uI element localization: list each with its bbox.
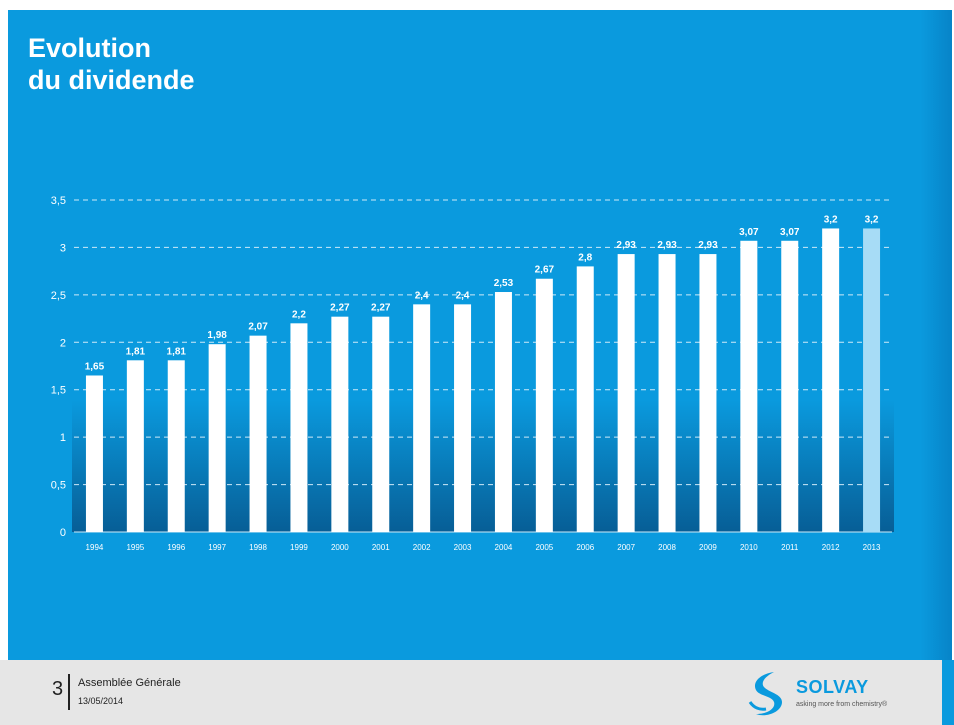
bar <box>167 360 185 532</box>
bar-value-label: 1,98 <box>207 330 227 341</box>
x-tick-label: 2007 <box>617 543 635 552</box>
bar <box>699 254 717 532</box>
bar-value-label: 2,27 <box>330 303 350 314</box>
bar-value-label: 3,07 <box>780 227 800 238</box>
footer: 3 Assemblée Générale 13/05/2014 SOLVAY a… <box>0 660 954 725</box>
bar-value-label: 2,4 <box>415 290 429 301</box>
x-tick-label: 1994 <box>86 543 104 552</box>
y-tick-label: 2,5 <box>51 290 66 302</box>
x-tick-label: 1997 <box>208 543 226 552</box>
y-tick-label: 1,5 <box>51 385 66 397</box>
bar <box>822 228 840 532</box>
bar <box>249 335 267 532</box>
bar-value-label: 2,93 <box>657 240 677 251</box>
x-tick-label: 1996 <box>167 543 185 552</box>
x-tick-label: 2013 <box>863 543 881 552</box>
y-tick-label: 0,5 <box>51 480 66 492</box>
bar <box>413 304 431 532</box>
bar <box>535 278 553 532</box>
x-tick-label: 2010 <box>740 543 758 552</box>
title-line-1: Evolution <box>28 33 151 63</box>
bar-value-label: 1,81 <box>126 346 146 357</box>
bar-value-label: 3,2 <box>865 214 879 225</box>
bar-value-label: 2,07 <box>248 322 268 333</box>
footer-divider <box>68 674 70 710</box>
bar <box>290 323 308 532</box>
x-tick-label: 2012 <box>822 543 840 552</box>
x-tick-label: 2001 <box>372 543 390 552</box>
bar <box>658 254 676 532</box>
page-number: 3 <box>52 678 64 700</box>
bar <box>494 292 512 532</box>
bar-value-label: 2,67 <box>535 265 555 276</box>
bar <box>454 304 472 532</box>
bar <box>208 344 226 532</box>
bar <box>740 240 758 532</box>
y-tick-label: 1 <box>60 432 66 444</box>
x-tick-label: 2011 <box>781 543 799 552</box>
x-tick-label: 2008 <box>658 543 676 552</box>
bar-value-label: 3,2 <box>824 214 838 225</box>
slide-right-strip <box>920 10 952 660</box>
dividend-bar-chart: 00,511,522,533,51,6519941,8119951,811996… <box>51 195 892 552</box>
bar-value-label: 2,4 <box>456 290 470 301</box>
bar-value-label: 2,2 <box>292 309 306 320</box>
bar <box>372 316 390 532</box>
x-tick-label: 2005 <box>535 543 553 552</box>
bar <box>126 360 144 532</box>
y-tick-label: 3 <box>60 242 66 254</box>
y-tick-label: 0 <box>60 527 66 539</box>
x-tick-label: 1998 <box>249 543 267 552</box>
x-tick-label: 1999 <box>290 543 308 552</box>
x-tick-label: 2006 <box>576 543 594 552</box>
bar-value-label: 1,81 <box>167 346 187 357</box>
footer-right-edge <box>942 660 954 725</box>
bar-value-label: 2,8 <box>578 252 592 263</box>
bar-value-label: 2,93 <box>616 240 636 251</box>
x-tick-label: 2009 <box>699 543 717 552</box>
solvay-logo: SOLVAY asking more from chemistry® <box>744 668 934 718</box>
x-tick-label: 2004 <box>495 543 513 552</box>
logo-tagline: asking more from chemistry® <box>796 701 888 708</box>
bar <box>85 375 103 532</box>
bar <box>781 240 799 532</box>
footer-date: 13/05/2014 <box>78 696 124 706</box>
bar-value-label: 2,27 <box>371 303 391 314</box>
bar-value-label: 2,53 <box>494 278 514 289</box>
bar <box>863 228 881 532</box>
y-tick-label: 3,5 <box>51 195 66 207</box>
title-line-2: du dividende <box>28 65 195 95</box>
bar <box>331 316 349 532</box>
solvay-logo-icon <box>748 672 782 716</box>
logo-wordmark: SOLVAY <box>796 677 869 697</box>
y-tick-label: 2 <box>60 337 66 349</box>
bar <box>576 266 594 532</box>
x-tick-label: 2000 <box>331 543 349 552</box>
x-tick-label: 1995 <box>126 543 144 552</box>
footer-title: Assemblée Générale <box>78 677 181 689</box>
x-tick-label: 2003 <box>454 543 472 552</box>
x-tick-label: 2002 <box>413 543 431 552</box>
bar-value-label: 3,07 <box>739 227 759 238</box>
bar-value-label: 1,65 <box>85 361 105 372</box>
bar <box>617 254 635 532</box>
page-title: Evolution du dividende <box>28 32 195 96</box>
bar-value-label: 2,93 <box>698 240 718 251</box>
